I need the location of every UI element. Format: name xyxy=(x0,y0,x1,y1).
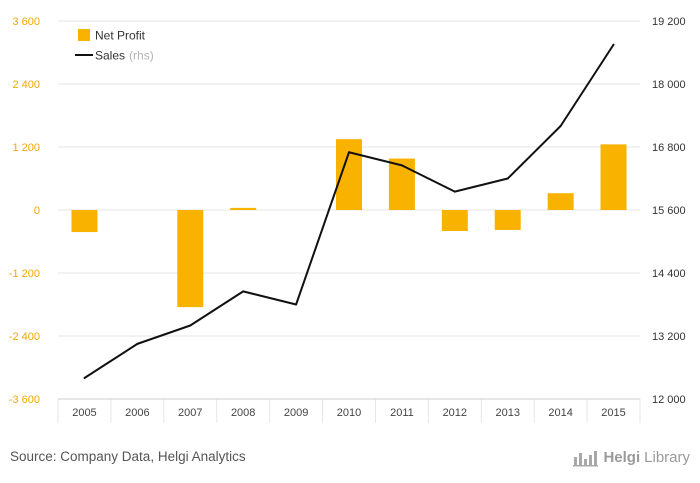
brand-name: Helgi xyxy=(603,448,641,466)
left-tick-label: -2 400 xyxy=(9,331,40,343)
net-profit-bar-2008 xyxy=(230,207,257,210)
sales-point-2010 xyxy=(348,151,350,154)
net-profit-bar-2007 xyxy=(177,210,204,308)
sales-point-2008 xyxy=(242,290,245,293)
x-tick-label: 2015 xyxy=(601,407,625,419)
sales-point-2015 xyxy=(612,43,615,46)
net-profit-bar-2010 xyxy=(336,139,362,210)
net-profit-bars xyxy=(71,139,627,308)
right-tick-label: 13 200 xyxy=(652,331,686,343)
left-tick-label: 1 200 xyxy=(12,142,40,154)
right-tick-label: 19 200 xyxy=(652,16,686,28)
helgi-library-logo: Helgi Library xyxy=(573,447,690,467)
legend-bar-swatch xyxy=(78,29,90,41)
x-tick-label: 2010 xyxy=(337,407,361,419)
x-tick-label: 2006 xyxy=(125,407,149,419)
sales-line-group xyxy=(83,43,615,379)
legend-sales-name: Sales xyxy=(95,49,125,63)
right-tick-label: 16 800 xyxy=(652,142,686,154)
left-tick-label: 2 400 xyxy=(12,79,40,91)
sales-point-2012 xyxy=(453,190,456,193)
right-axis: 19 200 18 000 16 800 15 600 14 400 13 200 12 0… xyxy=(652,16,686,406)
x-tick-label: 2007 xyxy=(178,407,202,419)
left-tick-label: -3 600 xyxy=(9,394,40,406)
left-tick-label: 3 600 xyxy=(12,16,40,28)
net-profit-bar-2015 xyxy=(600,144,627,210)
sales-point-2005 xyxy=(83,377,86,379)
sales-point-2013 xyxy=(506,177,509,180)
net-profit-bar-2014 xyxy=(547,193,574,210)
sales-point-2009 xyxy=(295,303,298,306)
brand-suffix: Library xyxy=(644,448,690,466)
right-tick-label: 18 000 xyxy=(652,79,686,91)
bar-chart-logo-icon xyxy=(573,451,599,467)
net-profit-bar-2013 xyxy=(494,210,521,230)
net-profit-bar-2005 xyxy=(71,210,98,233)
x-tick-label: 2014 xyxy=(548,407,572,419)
net-profit-bar-2012 xyxy=(441,210,468,231)
right-tick-label: 12 000 xyxy=(652,394,686,406)
x-tick-label: 2012 xyxy=(443,407,467,419)
left-tick-label: 0 xyxy=(34,205,40,217)
right-tick-label: 14 400 xyxy=(652,268,686,280)
legend-net-profit-label: Net Profit xyxy=(95,29,146,43)
x-tick-label: 2009 xyxy=(284,407,308,419)
right-tick-label: 15 600 xyxy=(652,205,686,217)
sales-point-2011 xyxy=(400,164,403,167)
sales-point-2014 xyxy=(559,125,562,127)
x-tick-label: 2011 xyxy=(390,407,414,419)
sales-point-2007 xyxy=(189,324,192,327)
legend: Net Profit Sales (rhs) xyxy=(75,29,154,63)
legend-sales-label: Sales (rhs) xyxy=(95,49,154,63)
x-tick-label: 2013 xyxy=(495,407,519,419)
left-tick-label: -1 200 xyxy=(9,268,40,280)
left-axis: 3 600 2 400 1 200 0 -1 200 -2 400 -3 600 xyxy=(9,16,40,406)
source-note: Source: Company Data, Helgi Analytics xyxy=(10,449,246,464)
sales-point-2006 xyxy=(136,342,139,345)
x-tick-label: 2005 xyxy=(72,407,96,419)
x-tick-label: 2008 xyxy=(231,407,255,419)
sales-line xyxy=(83,44,615,379)
net-profit-bar-2011 xyxy=(388,158,415,210)
legend-sales-suffix: (rhs) xyxy=(129,49,154,63)
gridlines xyxy=(57,20,641,423)
x-axis: 2005 2006 2007 2008 2009 2010 2011 2012 2013 2014… xyxy=(72,407,626,419)
